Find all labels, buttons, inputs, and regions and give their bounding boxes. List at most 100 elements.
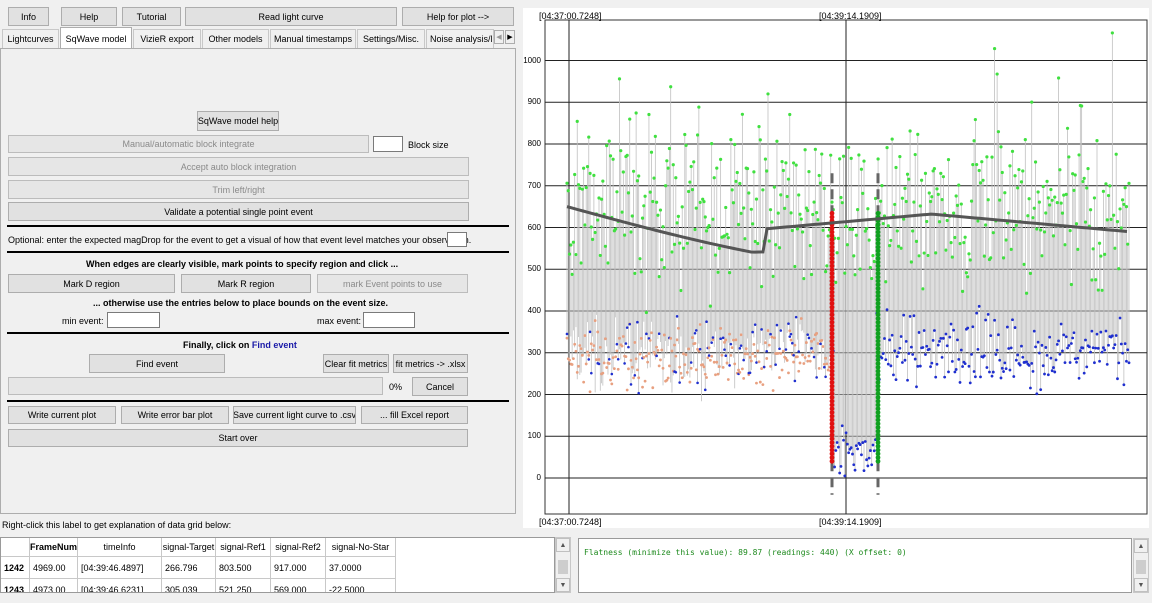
plot-point-target — [675, 315, 679, 318]
plot-point-target — [988, 370, 991, 374]
plot-point-ref — [1094, 278, 1098, 282]
table-cell[interactable]: 4969.00 — [30, 557, 78, 579]
clear-fit-metrics-button[interactable]: Clear fit metrics — [323, 354, 389, 373]
event-point-r — [875, 286, 881, 291]
plot-point-ref — [1109, 217, 1113, 221]
table-cell[interactable]: -22.5000 — [326, 579, 396, 592]
column-header-timeinfo[interactable]: timeInfo — [78, 538, 162, 557]
plot-point-target — [711, 336, 715, 339]
event-point-r — [875, 222, 881, 227]
plot-point-ref — [843, 271, 847, 275]
status-scroll-up-button[interactable]: ▲ — [1134, 539, 1148, 553]
column-header-signal-target[interactable]: signal-Target — [162, 538, 216, 557]
event-point-r — [875, 379, 881, 385]
tab-vizier-export[interactable]: VizieR export — [133, 29, 201, 48]
tab-settings-misc[interactable]: Settings/Misc. — [357, 29, 425, 48]
light-curve-plot[interactable]: [04:37:00.7248] [04:39:14.1909] [04:37:0… — [523, 8, 1149, 528]
mark-d-region-button[interactable]: Mark D region — [8, 274, 175, 293]
write-error-bar-plot-button[interactable]: Write error bar plot — [121, 406, 229, 424]
plot-point-ref — [1046, 196, 1050, 200]
tab-scroll-left-button[interactable]: ◀ — [494, 30, 504, 44]
column-header-framenum[interactable]: FrameNum — [30, 538, 78, 557]
table-cell[interactable]: 917.000 — [271, 557, 326, 579]
row-index[interactable]: 1242 — [1, 557, 30, 579]
table-cell[interactable]: 37.0000 — [326, 557, 396, 579]
plot-point-ref — [1062, 193, 1066, 197]
help-for-plot-button[interactable]: Help for plot --> — [402, 7, 514, 26]
find-event-link[interactable]: Find event — [251, 340, 297, 350]
data-grid-explanation-label[interactable]: Right-click this label to get explanatio… — [2, 520, 232, 530]
grid-horizontal-scrollbar[interactable] — [0, 593, 571, 601]
tab-noise-analysis[interactable]: Noise analysis/l — [426, 29, 494, 48]
data-grid[interactable]: FrameNum timeInfo signal-Target signal-R… — [0, 537, 555, 593]
accept-auto-block-button[interactable]: Accept auto block integration — [8, 157, 469, 176]
fit-metrics-xlsx-button[interactable]: fit metrics -> .xlsx — [393, 354, 468, 373]
tab-manual-timestamps[interactable]: Manual timestamps — [270, 29, 356, 48]
plot-point-ref — [656, 213, 660, 217]
row-index[interactable]: 1243 — [1, 579, 30, 592]
start-over-button[interactable]: Start over — [8, 429, 468, 447]
plot-point-ref — [566, 189, 570, 193]
sqwave-help-button[interactable]: SqWave model help — [197, 111, 279, 131]
status-horizontal-scrollbar[interactable] — [578, 593, 1149, 601]
table-cell[interactable]: 266.796 — [162, 557, 216, 579]
tab-scroll-right-button[interactable]: ▶ — [505, 30, 515, 44]
status-scroll-thumb[interactable] — [1136, 560, 1146, 574]
mark-r-region-button[interactable]: Mark R region — [181, 274, 311, 293]
min-event-input[interactable] — [107, 312, 160, 328]
column-header-signal-no-star[interactable]: signal-No-Star — [326, 538, 396, 557]
plot-point-target — [1054, 358, 1058, 362]
save-csv-button[interactable]: Save current light curve to .csv — [233, 406, 356, 424]
status-output-box[interactable]: Flatness (minimize this value): 89.87 (r… — [578, 538, 1132, 593]
find-event-button[interactable]: Find event — [89, 354, 225, 373]
max-event-input[interactable] — [363, 312, 415, 328]
plot-point-target — [1078, 349, 1082, 353]
grid-scroll-down-button[interactable]: ▼ — [556, 578, 570, 592]
plot-point-d-region — [720, 353, 724, 357]
plot-point-d-region — [757, 360, 761, 364]
help-button[interactable]: Help — [61, 7, 117, 26]
tab-lightcurves[interactable]: Lightcurves — [2, 29, 59, 48]
plot-point-ref — [809, 272, 814, 277]
cancel-button[interactable]: Cancel — [412, 377, 468, 396]
plot-point-target — [1016, 353, 1020, 357]
plot-point-d-region — [643, 379, 647, 383]
tutorial-button[interactable]: Tutorial — [122, 7, 181, 26]
write-current-plot-button[interactable]: Write current plot — [8, 406, 116, 424]
validate-single-point-button[interactable]: Validate a potential single point event — [8, 202, 469, 221]
mark-event-points-button[interactable]: mark Event points to use — [317, 274, 468, 293]
table-cell[interactable]: 4973.00 — [30, 579, 78, 592]
table-cell[interactable]: [04:39:46.6231] — [78, 579, 162, 592]
plot-point-ref — [1119, 226, 1123, 230]
plot-point-ref — [1088, 208, 1093, 212]
plot-point-target — [895, 355, 899, 358]
otherwise-instructions-text: ... otherwise use the entries below to p… — [93, 298, 389, 308]
read-light-curve-button[interactable]: Read light curve — [185, 7, 397, 26]
table-cell[interactable]: 569.000 — [271, 579, 326, 592]
status-scroll-down-button[interactable]: ▼ — [1134, 578, 1148, 592]
column-header-signal-ref1[interactable]: signal-Ref1 — [216, 538, 271, 557]
grid-scroll-thumb[interactable] — [558, 560, 568, 574]
block-size-input[interactable] — [373, 136, 403, 152]
table-cell[interactable]: 521.250 — [216, 579, 271, 592]
column-header-signal-ref2[interactable]: signal-Ref2 — [271, 538, 326, 557]
plot-point-d-region — [756, 349, 760, 353]
table-cell[interactable]: 803.500 — [216, 557, 271, 579]
table-cell[interactable]: [04:39:46.4897] — [78, 557, 162, 579]
event-point-d — [829, 338, 835, 344]
tab-other-models[interactable]: Other models — [202, 29, 269, 48]
grid-scroll-up-button[interactable]: ▲ — [556, 538, 570, 552]
trim-left-right-button[interactable]: Trim left/right — [8, 180, 469, 199]
plot-point-ref — [619, 149, 623, 153]
plot-point-target — [930, 361, 934, 365]
plot-point-d-region — [781, 349, 785, 353]
magdrop-input[interactable] — [447, 232, 467, 247]
manual-auto-block-button[interactable]: Manual/automatic block integrate — [8, 135, 369, 153]
fill-excel-report-button[interactable]: ... fill Excel report — [361, 406, 468, 424]
table-cell[interactable]: 305.039 — [162, 579, 216, 592]
plot-point-target — [784, 348, 788, 351]
plot-point-d-region — [811, 350, 815, 354]
plot-point-ref — [1072, 188, 1076, 192]
tab-sqwave-model[interactable]: SqWave model — [60, 27, 132, 49]
info-button[interactable]: Info — [8, 7, 49, 26]
